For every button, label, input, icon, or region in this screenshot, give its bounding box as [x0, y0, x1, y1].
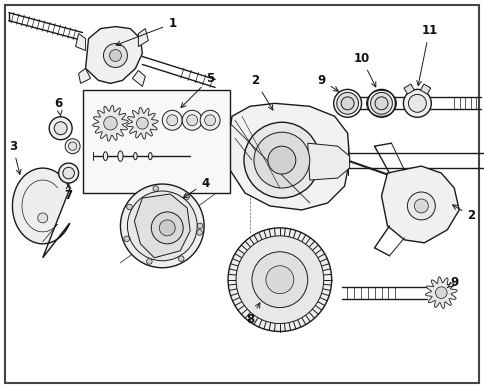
Circle shape — [103, 43, 127, 68]
Circle shape — [49, 117, 72, 140]
Text: 6: 6 — [54, 97, 62, 116]
Circle shape — [126, 204, 132, 210]
Polygon shape — [138, 29, 148, 47]
Circle shape — [159, 220, 175, 236]
Polygon shape — [85, 27, 142, 83]
Polygon shape — [307, 143, 349, 180]
Circle shape — [166, 115, 177, 126]
Circle shape — [186, 115, 197, 126]
Polygon shape — [424, 277, 456, 308]
Text: 7: 7 — [64, 184, 73, 203]
Circle shape — [336, 92, 358, 114]
Polygon shape — [13, 168, 70, 258]
Circle shape — [54, 122, 67, 135]
Text: 8: 8 — [245, 303, 259, 326]
Circle shape — [124, 236, 129, 242]
Circle shape — [204, 115, 215, 126]
Polygon shape — [227, 103, 349, 210]
Circle shape — [413, 199, 427, 213]
Polygon shape — [76, 34, 85, 50]
Text: 4: 4 — [183, 177, 209, 198]
Text: 2: 2 — [250, 74, 272, 110]
Circle shape — [63, 167, 74, 179]
Circle shape — [152, 186, 158, 191]
Circle shape — [38, 213, 47, 223]
Circle shape — [183, 194, 189, 200]
Circle shape — [407, 192, 435, 220]
Circle shape — [435, 287, 446, 298]
Circle shape — [178, 256, 183, 262]
Circle shape — [162, 110, 182, 130]
Circle shape — [146, 259, 152, 264]
Ellipse shape — [148, 152, 152, 160]
Polygon shape — [381, 166, 458, 243]
Circle shape — [65, 139, 80, 154]
Circle shape — [197, 223, 202, 229]
Text: 5: 5 — [181, 72, 214, 107]
Polygon shape — [126, 107, 158, 139]
Text: 10: 10 — [353, 52, 375, 87]
Circle shape — [374, 97, 387, 110]
Circle shape — [197, 230, 202, 235]
Circle shape — [200, 110, 220, 130]
Ellipse shape — [118, 151, 123, 161]
Ellipse shape — [103, 152, 107, 161]
Circle shape — [109, 50, 121, 61]
Circle shape — [127, 191, 197, 261]
Circle shape — [104, 116, 117, 130]
Polygon shape — [132, 71, 145, 87]
Polygon shape — [420, 84, 430, 94]
Circle shape — [182, 110, 202, 130]
Circle shape — [151, 212, 183, 244]
Polygon shape — [78, 68, 91, 83]
Circle shape — [243, 122, 319, 198]
Circle shape — [367, 89, 394, 117]
Circle shape — [267, 146, 295, 174]
Circle shape — [333, 89, 361, 117]
Circle shape — [68, 142, 76, 151]
Ellipse shape — [133, 152, 137, 160]
Text: 9: 9 — [317, 74, 338, 91]
Circle shape — [370, 92, 392, 114]
Circle shape — [227, 228, 331, 331]
Circle shape — [265, 266, 293, 294]
Circle shape — [403, 89, 430, 117]
Text: 2: 2 — [452, 205, 474, 222]
Circle shape — [59, 163, 78, 183]
Circle shape — [236, 236, 323, 324]
Circle shape — [340, 97, 353, 110]
Text: 9: 9 — [446, 276, 457, 289]
Circle shape — [254, 132, 309, 188]
Text: 1: 1 — [116, 17, 176, 46]
Circle shape — [136, 118, 148, 129]
Polygon shape — [92, 106, 128, 141]
Circle shape — [408, 94, 425, 112]
Text: 11: 11 — [416, 24, 437, 86]
Polygon shape — [82, 90, 229, 193]
Circle shape — [252, 252, 307, 308]
Polygon shape — [134, 194, 190, 258]
Circle shape — [120, 184, 204, 268]
Text: 3: 3 — [9, 140, 21, 174]
Polygon shape — [403, 84, 413, 94]
